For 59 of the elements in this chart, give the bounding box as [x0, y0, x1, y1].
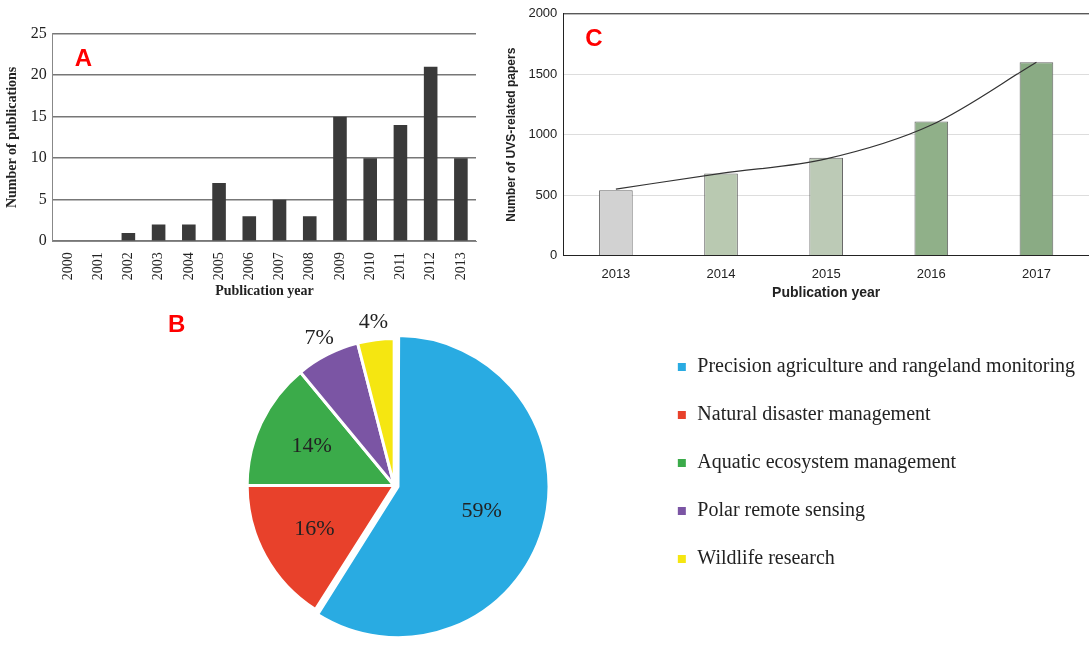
x-tick-label: 2003 — [150, 252, 166, 281]
bar — [454, 158, 468, 241]
bar — [333, 116, 347, 241]
legend-label: Natural disaster management — [697, 402, 932, 426]
bar — [272, 199, 287, 241]
y-axis-title: Number of publications — [4, 66, 20, 209]
bar — [182, 224, 196, 241]
bar — [423, 66, 438, 241]
y-tick-label: 5 — [38, 189, 47, 207]
y-tick-label: 2000 — [528, 5, 558, 21]
bar — [302, 216, 317, 241]
y-tick-label: 25 — [30, 23, 47, 41]
annotation: A — [74, 44, 93, 72]
data-label: 4% — [358, 307, 389, 333]
x-tick-label: 2008 — [301, 252, 317, 281]
x-tick-label: 2000 — [59, 252, 75, 281]
x-tick-label: 2007 — [271, 252, 287, 281]
x-tick-label: 2011 — [392, 252, 408, 280]
y-tick-label: 15 — [30, 106, 47, 124]
x-tick-label: 2013 — [452, 252, 468, 281]
x-tick-label: 2010 — [361, 252, 377, 281]
y-tick-label: 500 — [535, 186, 558, 202]
x-tick-label: 2015 — [811, 265, 841, 281]
legend-label: Aquatic ecosystem management — [697, 450, 957, 474]
x-tick-label: 2013 — [601, 265, 631, 281]
x-tick-label: 2002 — [120, 252, 136, 281]
data-label: 59% — [461, 496, 502, 522]
legend-label: Polar remote sensing — [697, 498, 866, 522]
annotation: C — [585, 24, 603, 52]
x-axis-title: Publication year — [215, 283, 314, 299]
data-label: 14% — [291, 432, 332, 458]
text: B — [168, 309, 186, 337]
y-axis-title: Number of UVS-related papers — [503, 47, 518, 222]
y-tick-label: 10 — [30, 148, 47, 166]
y-tick-label: 0 — [550, 247, 558, 263]
bar — [212, 183, 226, 241]
data-label: 16% — [294, 515, 335, 541]
y-tick-label: 0 — [38, 231, 47, 249]
line-series — [615, 61, 1038, 190]
x-tick-label: 2005 — [210, 252, 226, 281]
x-tick-label: 2014 — [706, 265, 736, 281]
bar — [151, 224, 166, 241]
x-tick-label: 2017 — [1021, 265, 1051, 281]
legend-label: Wildlife research — [697, 546, 835, 569]
x-tick-label: 2004 — [180, 252, 196, 281]
x-tick-label: 2006 — [240, 252, 256, 281]
y-tick-label: 1000 — [528, 126, 558, 142]
x-axis-title: Publication year — [772, 284, 881, 301]
legend-label: Precision agriculture and rangeland monitoring — [697, 354, 1076, 378]
x-tick-label: 2016 — [916, 265, 946, 281]
bar — [363, 158, 377, 241]
y-tick-label: 20 — [30, 65, 47, 83]
data-label: 7% — [304, 324, 334, 350]
x-tick-label: 2001 — [89, 252, 105, 281]
x-tick-label: 2009 — [331, 252, 347, 281]
x-tick-label: 2012 — [422, 252, 438, 281]
bar — [393, 124, 408, 241]
y-tick-label: 1500 — [528, 65, 558, 81]
bar — [242, 216, 257, 241]
